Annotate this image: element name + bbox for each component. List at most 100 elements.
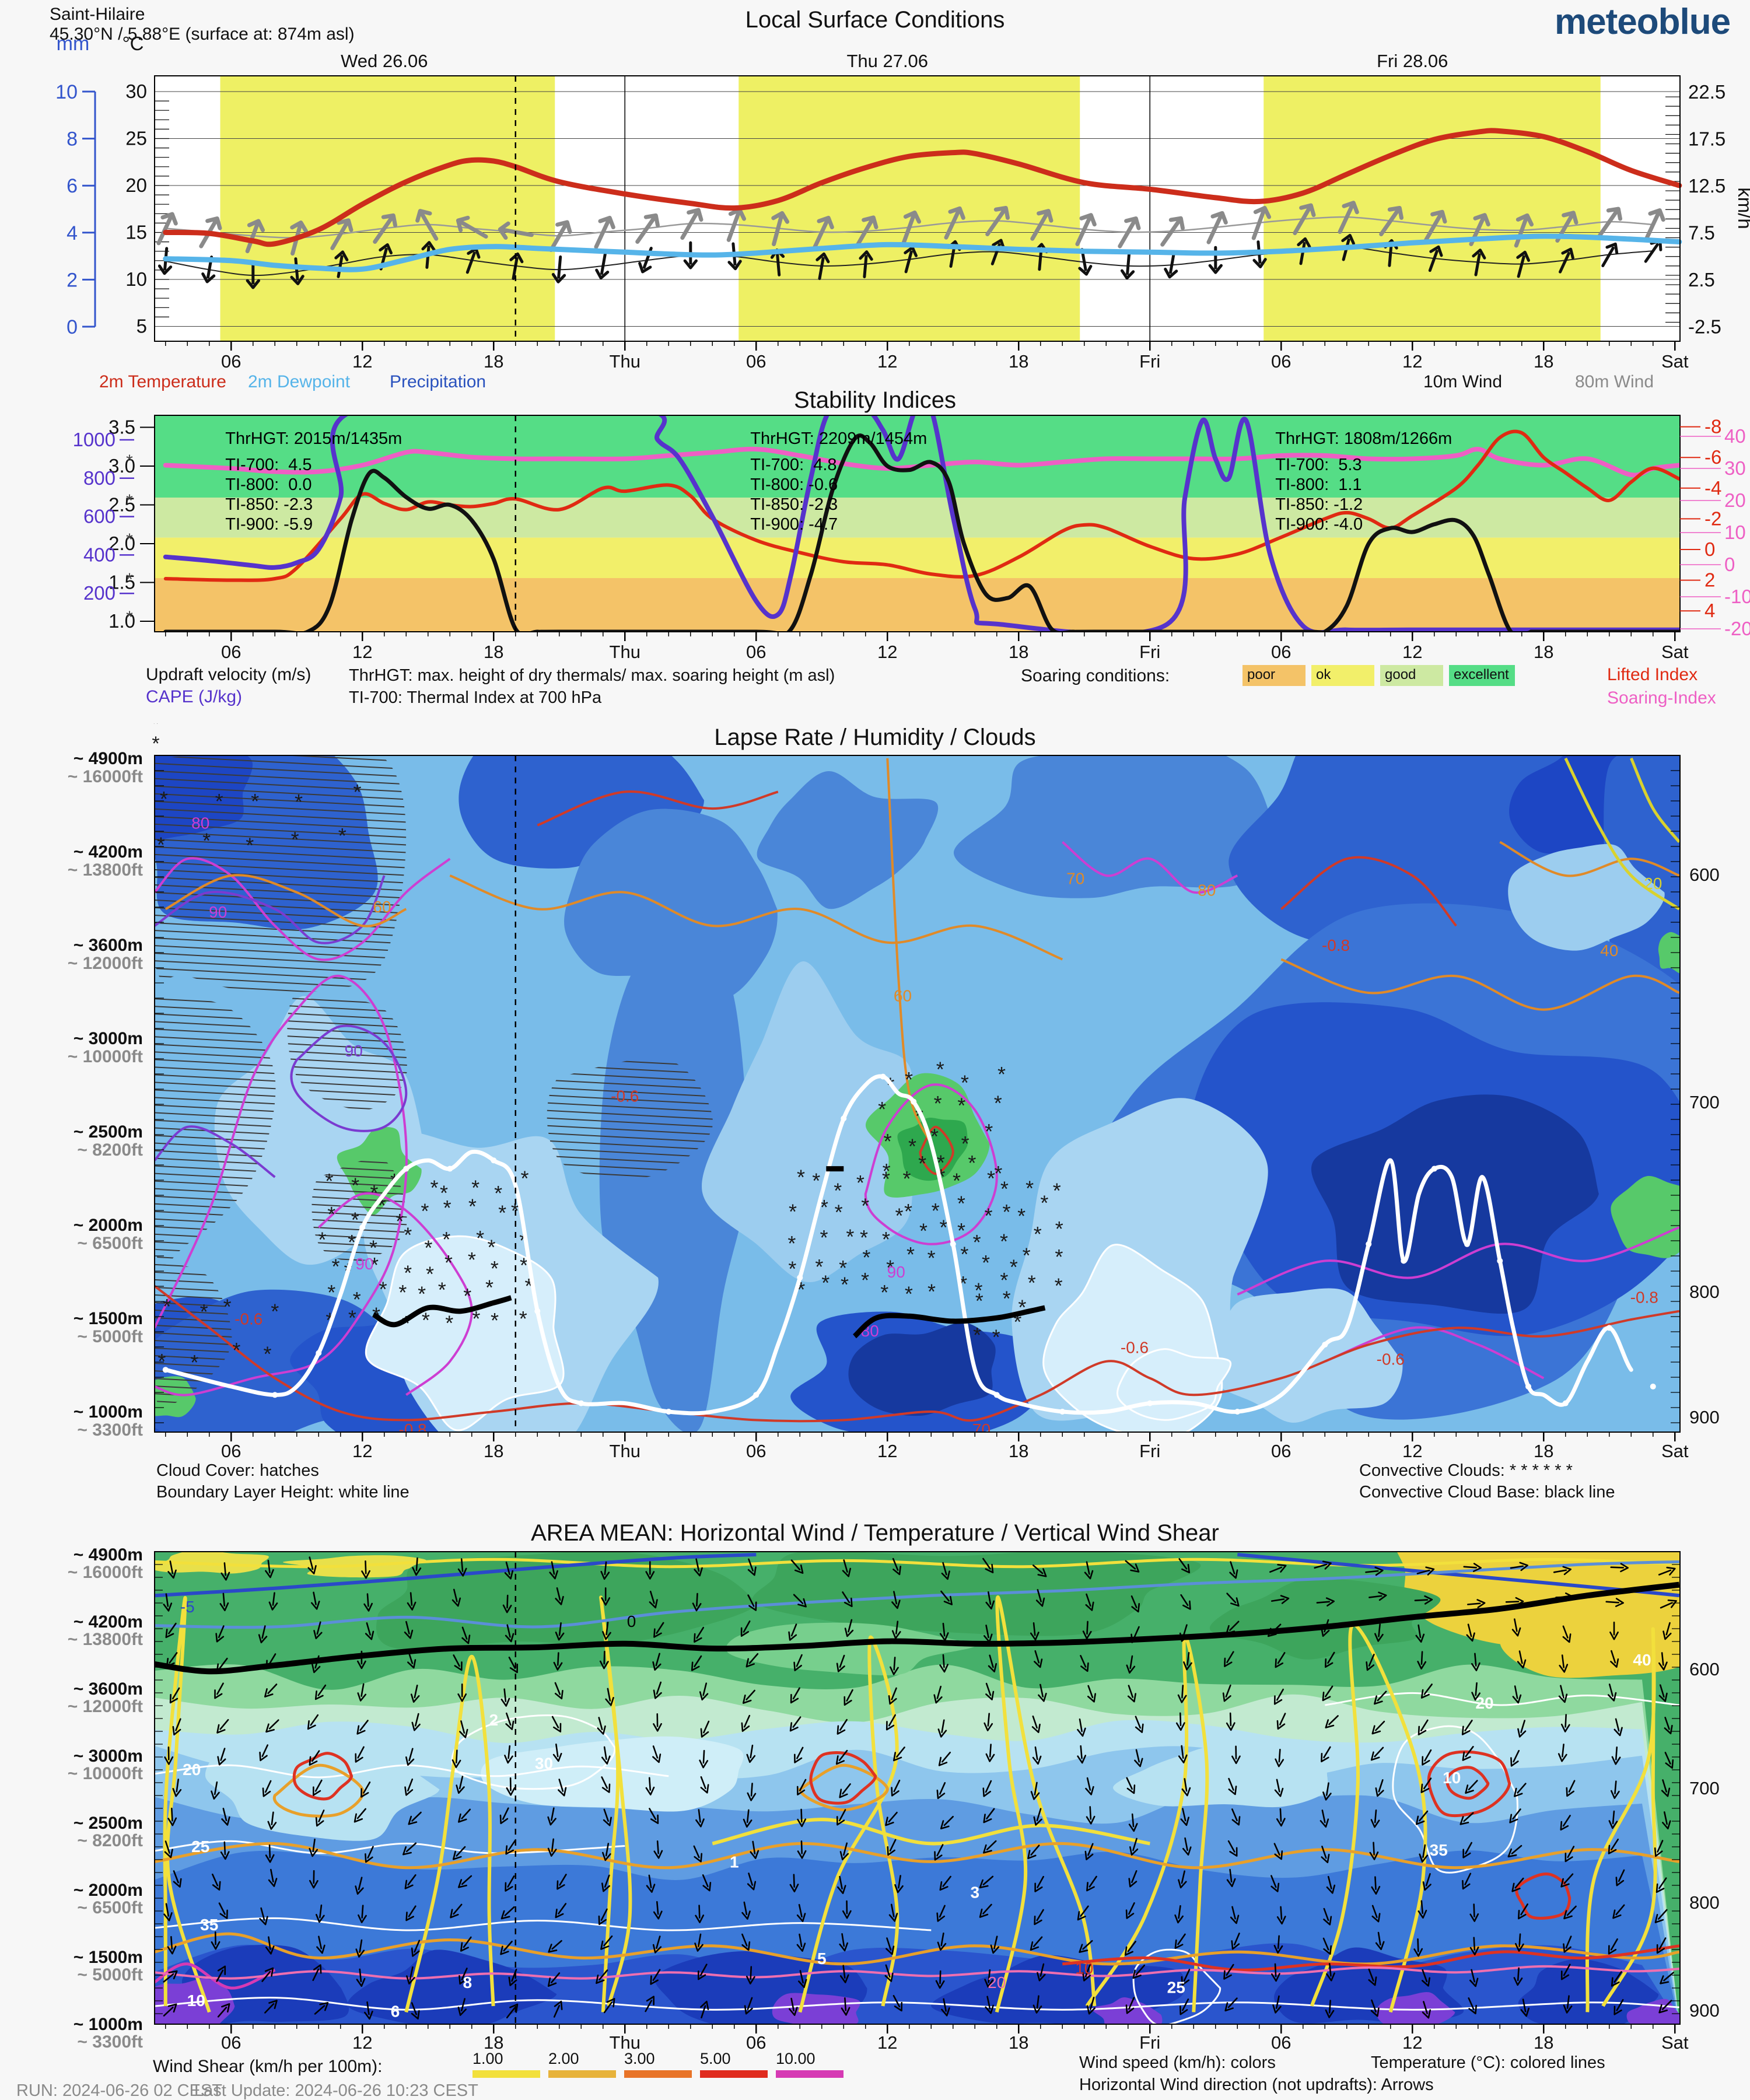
svg-text:*: *: [160, 787, 168, 811]
shear-value: 10.00: [776, 2050, 816, 2067]
svg-text:*: *: [895, 1203, 903, 1227]
svg-text:*: *: [984, 1203, 992, 1227]
svg-text:*: *: [998, 1062, 1006, 1086]
svg-text:*: *: [418, 1282, 426, 1306]
svg-text:-4: -4: [1704, 477, 1721, 499]
svg-text:35: 35: [1430, 1841, 1448, 1859]
svg-text:*: *: [369, 1236, 377, 1259]
svg-text:Fri: Fri: [1139, 351, 1160, 372]
svg-text:*: *: [126, 530, 133, 550]
svg-text:~ 16000ft: ~ 16000ft: [68, 1563, 143, 1582]
svg-text:*: *: [932, 1199, 940, 1223]
svg-text:~ 3600m: ~ 3600m: [74, 936, 143, 955]
svg-text:18: 18: [484, 1441, 503, 1461]
svg-text:10: 10: [1075, 1959, 1093, 1977]
ti-value: TI-700: 4.8: [750, 456, 837, 474]
svg-text:*: *: [348, 1306, 356, 1330]
svg-text:*: *: [839, 1256, 847, 1280]
wind-shear-scale: 1.00 2.00 3.00 5.00 10.00: [473, 2050, 844, 2078]
svg-text:°C: °C: [122, 33, 144, 54]
svg-text:12: 12: [877, 642, 897, 662]
svg-text:Sat: Sat: [1661, 1441, 1689, 1461]
svg-text:*: *: [936, 1058, 944, 1082]
svg-text:~ 13800ft: ~ 13800ft: [68, 1630, 143, 1649]
svg-text:700: 700: [1689, 1092, 1720, 1112]
svg-text:20: 20: [1724, 489, 1746, 511]
svg-text:Sat: Sat: [1661, 351, 1689, 372]
svg-text:~ 16000ft: ~ 16000ft: [68, 767, 143, 786]
svg-text:~ 1500m: ~ 1500m: [74, 1948, 143, 1967]
ti-value: TI-800: 0.0: [225, 475, 312, 494]
svg-text:*: *: [327, 1202, 335, 1226]
shear-scale-item: 5.00: [700, 2050, 768, 2078]
svg-text:Fri: Fri: [1139, 2032, 1160, 2053]
svg-text:10: 10: [1724, 522, 1746, 543]
svg-text:Thu: Thu: [610, 2032, 640, 2053]
svg-text:*: *: [883, 1159, 891, 1183]
svg-text:18: 18: [1009, 351, 1028, 372]
svg-text:18: 18: [484, 642, 503, 662]
ti-value: TI-850: -2.3: [225, 495, 313, 514]
legend-2m-dewpoint: 2m Dewpoint: [248, 372, 351, 391]
svg-text:*: *: [351, 1173, 359, 1197]
svg-text:*: *: [487, 1236, 495, 1259]
svg-text:12: 12: [352, 351, 372, 372]
svg-text:*: *: [886, 1255, 894, 1279]
legend-thrhgt-desc: ThrHGT: max. height of dry thermals/ max…: [349, 666, 835, 685]
legend-cloud-cover: Cloud Cover: hatches: [156, 1461, 319, 1480]
svg-text:25: 25: [125, 128, 147, 149]
svg-text:*: *: [430, 1176, 439, 1200]
svg-text:*: *: [295, 790, 303, 814]
svg-text:800: 800: [1689, 1282, 1720, 1302]
svg-text:*: *: [163, 1294, 171, 1318]
svg-text:*: *: [918, 1152, 926, 1175]
station-coords: 45.30°N / 5.88°E (surface at: 874m asl): [50, 24, 355, 44]
svg-text:*: *: [1023, 1244, 1031, 1268]
svg-text:*: *: [472, 1307, 480, 1331]
svg-text:15: 15: [125, 222, 147, 243]
svg-text:-0.8: -0.8: [398, 1420, 426, 1438]
legend-cape: CAPE (J/kg): [146, 687, 243, 706]
svg-text:2: 2: [489, 1711, 498, 1729]
svg-text:*: *: [353, 1287, 361, 1311]
svg-text:*: *: [421, 1199, 429, 1223]
svg-text:*: *: [422, 1308, 430, 1332]
ti-value: TI-850: -2.3: [750, 495, 838, 514]
svg-text:*: *: [1055, 1217, 1063, 1241]
svg-text:2.5: 2.5: [1688, 269, 1715, 290]
svg-text:*: *: [485, 1276, 494, 1300]
svg-text:06: 06: [746, 351, 766, 372]
svg-text:*: *: [1040, 1191, 1048, 1215]
svg-text:6: 6: [66, 175, 78, 197]
svg-text:Wed 26.06: Wed 26.06: [341, 51, 428, 71]
svg-text:*: *: [251, 789, 259, 813]
svg-text:~ 12000ft: ~ 12000ft: [68, 1697, 143, 1716]
thrhgt-value: ThrHGT: 1808m/1266m: [1275, 429, 1452, 448]
svg-text:*: *: [404, 1261, 412, 1285]
panel4-title: AREA MEAN: Horizontal Wind / Temperature…: [531, 1520, 1219, 1546]
svg-text:-0.6: -0.6: [235, 1310, 262, 1328]
svg-text:Thu 27.06: Thu 27.06: [846, 51, 928, 71]
svg-text:06: 06: [1271, 642, 1291, 662]
svg-text:10: 10: [125, 268, 147, 290]
svg-text:2: 2: [66, 269, 78, 291]
svg-text:900: 900: [1689, 1407, 1720, 1427]
svg-text:*: *: [862, 1245, 870, 1269]
svg-text:Thu: Thu: [610, 351, 640, 372]
svg-text:3.5: 3.5: [108, 416, 135, 438]
svg-text:*: *: [987, 1167, 995, 1191]
svg-text:*: *: [953, 1169, 961, 1193]
thermal-block-day2: ThrHGT: 2209m/1454m TI-700: 4.8 TI-800: -0…: [750, 429, 927, 534]
svg-text:06: 06: [221, 1441, 241, 1461]
svg-text:-2.5: -2.5: [1688, 316, 1721, 338]
svg-text:*: *: [271, 1300, 279, 1324]
panel1-title: Local Surface Conditions: [745, 7, 1005, 33]
svg-text:7.5: 7.5: [1688, 222, 1715, 244]
svg-text:*: *: [521, 1166, 529, 1190]
svg-text:12: 12: [352, 1441, 372, 1461]
svg-text:1.0: 1.0: [108, 610, 135, 632]
svg-text:*: *: [973, 1323, 981, 1347]
